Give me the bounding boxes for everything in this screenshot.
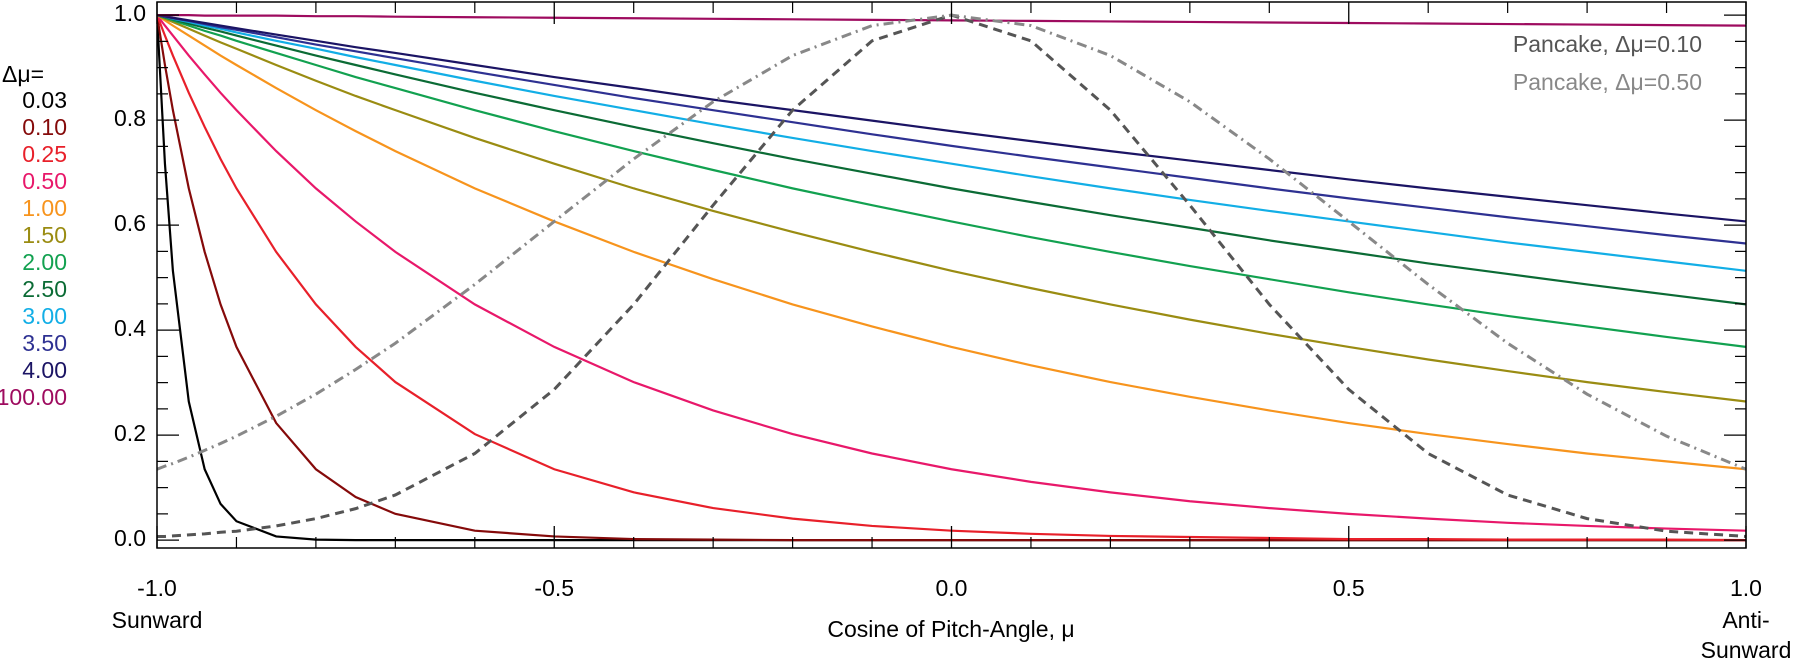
legend-label: 2.50: [22, 276, 67, 302]
series-line: [157, 14, 1746, 532]
y-tick-label: 0.0: [114, 525, 146, 551]
series-line: [157, 14, 1746, 272]
legend-label: 1.50: [22, 222, 67, 248]
legend-label: 4.00: [22, 357, 67, 383]
series-line: [157, 13, 1746, 471]
series-line: [157, 15, 1746, 542]
legend-label: 1.00: [22, 195, 67, 221]
legend-label: 0.10: [22, 114, 67, 140]
x-tick-label: 0.5: [1333, 575, 1365, 601]
series-line: [157, 14, 1746, 27]
x-tick-label: 0.0: [936, 575, 968, 601]
y-tick-label: 0.2: [114, 420, 146, 446]
series-line: [157, 14, 1746, 245]
legend-label: 0.50: [22, 168, 67, 194]
series-line: [157, 14, 1746, 306]
annotation: Anti-: [1722, 607, 1769, 633]
legend-label: 3.00: [22, 303, 67, 329]
y-tick-label: 0.8: [114, 105, 146, 131]
legend-label: 3.50: [22, 330, 67, 356]
plot-area: [157, 13, 1746, 542]
x-tick-label: 1.0: [1730, 575, 1762, 601]
legend-label: 2.00: [22, 249, 67, 275]
series-line: [157, 14, 1746, 542]
series-line: [157, 14, 1746, 349]
legend-label: 0.25: [22, 141, 67, 167]
series-line: [157, 14, 1746, 471]
series-line: [157, 14, 1746, 403]
legend-label: 100.00: [0, 384, 67, 410]
y-tick-label: 0.6: [114, 210, 146, 236]
series-line: [157, 13, 1746, 538]
series-line: [157, 14, 1746, 542]
series-line: [157, 14, 1746, 223]
x-tick-label: -0.5: [534, 575, 574, 601]
legend-label: Pancake, Δμ=0.10: [1513, 31, 1702, 57]
annotation: Sunward: [112, 607, 203, 633]
x-axis-label: Cosine of Pitch-Angle, μ: [827, 616, 1074, 642]
x-tick-label: -1.0: [137, 575, 177, 601]
legend-label: 0.03: [22, 87, 67, 113]
annotation: Sunward: [1701, 637, 1792, 663]
legend-title: Δμ=: [2, 61, 44, 87]
legend-label: Pancake, Δμ=0.50: [1513, 69, 1702, 95]
y-tick-label: 1.0: [114, 0, 146, 26]
y-tick-label: 0.4: [114, 315, 146, 341]
